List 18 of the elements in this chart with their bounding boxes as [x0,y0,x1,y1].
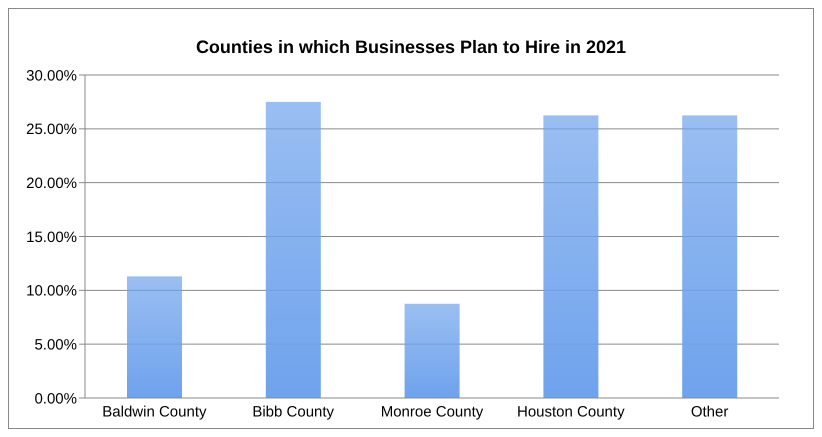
x-tick-label: Other [690,404,728,421]
bar [543,115,598,398]
chart-title: Counties in which Businesses Plan to Hire in 2021 [194,37,628,59]
y-tick-label: 0.00% [34,390,77,408]
x-tick-label: Houston County [517,404,626,421]
bar [404,304,460,398]
y-tick-label: 30.00% [26,67,77,84]
x-tick-label: Bibb County [252,404,335,421]
bar [682,115,738,398]
y-tick-label: 25.00% [26,121,77,138]
bar [127,276,182,398]
y-tick-label: 20.00% [26,174,77,192]
x-tick-label: Monroe County [380,404,484,421]
bar [266,102,321,398]
y-tick-label: 15.00% [26,228,77,246]
y-tick-label: 10.00% [26,282,77,300]
x-tick-label: Baldwin County [102,404,208,421]
y-tick-label: 5.00% [34,336,77,354]
